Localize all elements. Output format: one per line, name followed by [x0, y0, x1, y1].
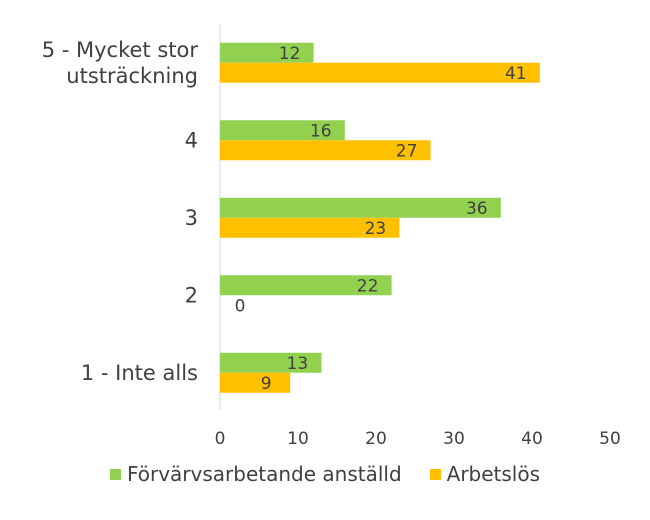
legend-swatch-series-2 — [429, 468, 441, 480]
data-label-series-1-cat-1: 12 — [279, 44, 301, 64]
bar-series-1-cat-3 — [220, 197, 501, 218]
legend-item-series-2: Arbetslös — [429, 462, 541, 486]
data-label-series-1-cat-3: 36 — [466, 199, 488, 219]
legend-swatch-series-1 — [109, 468, 121, 480]
x-tick-label-3: 20 — [365, 429, 387, 449]
legend-label-series-1: Förvärvsarbetande anställd — [126, 462, 402, 486]
data-label-series-1-cat-4: 22 — [357, 276, 379, 296]
bar-series-2-cat-1 — [220, 62, 540, 83]
bar-series-2-cat-5 — [220, 372, 291, 393]
bar-series-2-cat-2 — [220, 140, 431, 161]
bar-series-1-cat-2 — [220, 120, 345, 141]
category-label-2: 4 — [185, 128, 198, 152]
data-label-series-2-cat-1: 41 — [505, 64, 527, 84]
data-label-series-1-cat-2: 16 — [310, 121, 332, 141]
x-tick-label-1: 0 — [215, 429, 226, 449]
bar-series-1-cat-4 — [220, 275, 392, 296]
category-label-3: 3 — [185, 206, 198, 230]
x-tick-label-5: 40 — [521, 429, 543, 449]
x-tick-label-2: 10 — [287, 429, 309, 449]
bar-series-1-cat-1 — [220, 42, 314, 63]
category-label-1: 5 - Mycket stor utsträckning — [42, 38, 199, 88]
data-label-series-2-cat-2: 27 — [396, 141, 418, 161]
bar-series-1-cat-5 — [220, 352, 322, 373]
data-label-series-2-cat-3: 23 — [365, 219, 387, 239]
legend: Förvärvsarbetande anställd Arbetslös — [0, 462, 650, 486]
category-label-4: 2 — [185, 283, 198, 307]
data-label-series-2-cat-5: 9 — [261, 374, 272, 394]
x-tick-label-6: 50 — [599, 429, 621, 449]
data-label-series-2-cat-4: 0 — [235, 296, 246, 316]
legend-item-series-1: Förvärvsarbetande anställd — [109, 462, 402, 486]
data-label-series-1-cat-5: 13 — [287, 354, 309, 374]
legend-label-series-2: Arbetslös — [446, 462, 541, 486]
x-tick-label-4: 30 — [443, 429, 465, 449]
bar-series-2-cat-3 — [220, 217, 400, 238]
category-label-5: 1 - Inte alls — [81, 361, 198, 385]
